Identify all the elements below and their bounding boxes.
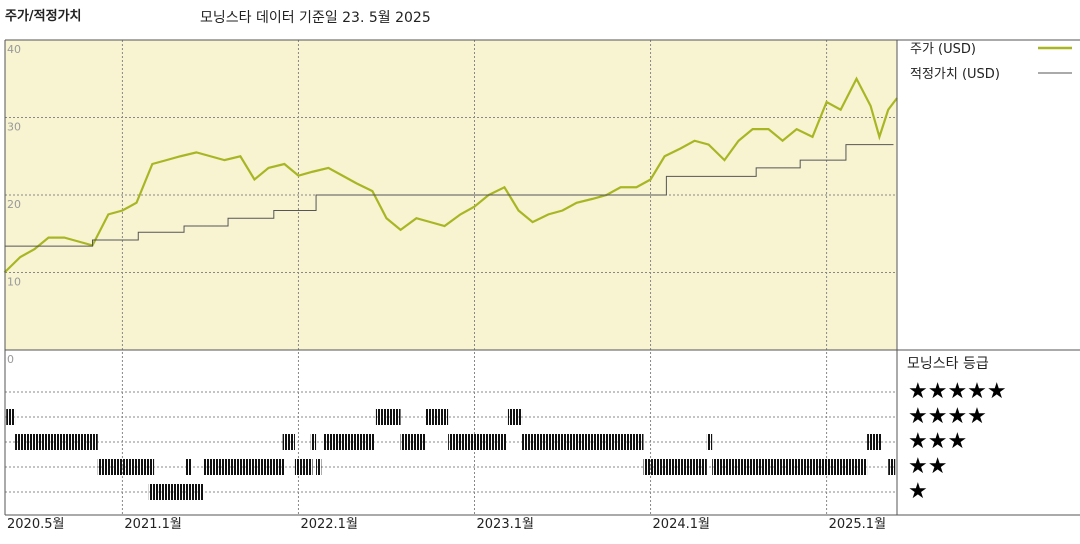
rating-bar	[375, 409, 401, 425]
series-line	[3, 76, 898, 274]
y-tick-label: 0	[7, 353, 14, 366]
legend-stars: ★★	[908, 454, 947, 479]
rating-bar	[148, 484, 204, 500]
x-tick-label: 2024.1월	[653, 517, 710, 532]
rating-bar	[706, 434, 713, 450]
chart-title: 주가/적정가치	[5, 8, 82, 24]
y-tick-label: 10	[7, 276, 21, 289]
x-tick-label: 2025.1월	[829, 517, 886, 532]
rating-bar	[294, 459, 313, 475]
rating-bar	[282, 434, 295, 450]
legend-stars: ★★★★★	[908, 379, 1007, 404]
x-tick-label: 2023.1월	[477, 517, 534, 532]
rating-bar	[867, 434, 882, 450]
legend-label: 적정가치 (USD)	[910, 67, 1000, 82]
y-tick-label: 20	[7, 198, 21, 211]
rating-bar	[507, 409, 523, 425]
rating-bar	[203, 459, 285, 475]
plot: 2020.5월 2021.1월 2022.1월 2023.1월 2024.1월 2025.…	[3, 39, 898, 532]
rating-bar	[15, 434, 98, 450]
rating-bar	[425, 409, 449, 425]
rating-bar	[310, 434, 317, 450]
y-tick-label: 30	[7, 121, 21, 134]
rating-bar	[448, 434, 507, 450]
series-line	[4, 144, 894, 247]
x-tick-label: 2022.1월	[300, 517, 357, 532]
legend-label: 주가 (USD)	[910, 42, 976, 57]
legend-stars: ★★★	[908, 429, 967, 454]
y-tick-label: 40	[7, 43, 21, 56]
rating-bar	[323, 434, 375, 450]
legend-stars: ★	[908, 479, 928, 504]
rating-bar	[316, 459, 322, 475]
rating-bar	[522, 434, 644, 450]
rating-bar	[97, 459, 155, 475]
rating-bar	[643, 459, 707, 475]
legend-stars: ★★★★	[908, 404, 987, 429]
rating-bar	[400, 434, 426, 450]
rating-bar	[888, 459, 896, 475]
chart-subtitle: 모닝스타 데이터 기준일 23. 5월 2025	[200, 10, 431, 26]
rating-bar	[185, 459, 192, 475]
x-tick-label: 2021.1월	[124, 517, 181, 532]
rating-bar	[712, 459, 868, 475]
rating-bar	[6, 409, 16, 425]
x-tick-label: 2020.5월	[7, 517, 64, 532]
legend-title: 모닝스타 등급	[907, 356, 989, 372]
